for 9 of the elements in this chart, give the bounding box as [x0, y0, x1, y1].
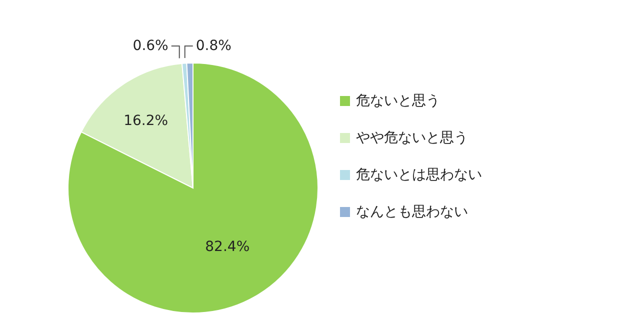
data-label: 16.2% — [124, 112, 168, 129]
legend-label: なんとも思わない — [356, 202, 468, 220]
data-label: 0.6% — [132, 38, 168, 54]
pie-slice — [68, 62, 318, 314]
legend-label: 危ないとは思わない — [356, 166, 482, 184]
data-label: 0.8% — [196, 38, 232, 54]
legend-label: 危ないと思う — [356, 92, 440, 110]
data-label: 82.4% — [205, 238, 250, 255]
legend-label: やや危ないと思う — [356, 128, 468, 146]
